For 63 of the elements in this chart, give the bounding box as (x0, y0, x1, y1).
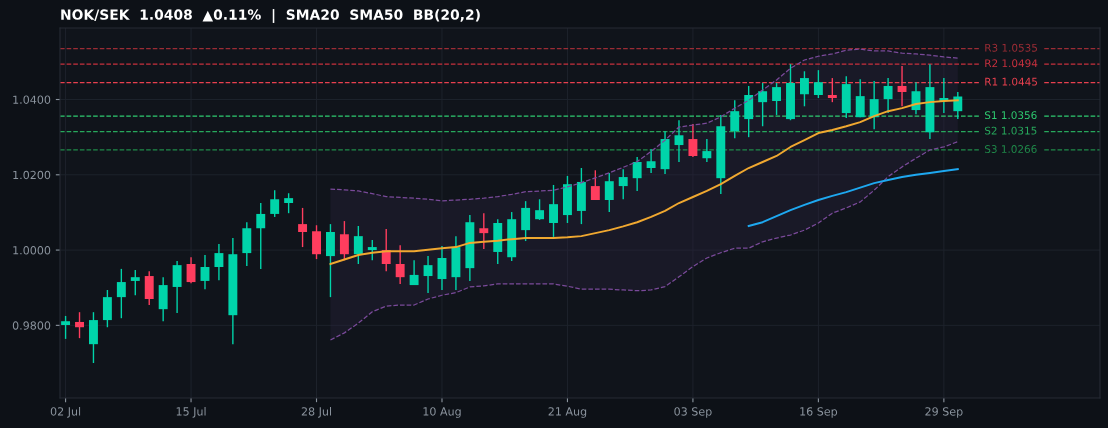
candlestick (674, 119, 684, 163)
candlestick (395, 244, 405, 285)
x-tick-label: 10 Aug (423, 407, 461, 418)
x-tick-label: 29 Sep (925, 407, 963, 418)
ref-line-label: R2 1.0494 (985, 59, 1038, 68)
chart-title: NOK/SEK 1.0408 ▲0.11% | SMA20 SMA50 BB(20,2) (61, 9, 480, 23)
candlestick (284, 192, 294, 214)
candlestick (549, 184, 558, 238)
x-tick-label: 02 Jul (50, 407, 81, 418)
ref-line-label: R3 1.0535 (985, 43, 1037, 52)
candlestick (618, 168, 628, 200)
candlestick (883, 77, 893, 114)
candlestick (116, 268, 126, 319)
y-tick-label: 1.0200 (13, 170, 51, 180)
candlestick (604, 172, 614, 213)
candlestick (102, 289, 112, 328)
candlestick (479, 212, 489, 250)
candlestick (409, 259, 419, 286)
candlestick (423, 255, 433, 294)
candlestick (270, 189, 280, 218)
ref-line-label: S2 1.0315 (984, 126, 1037, 135)
candlestick (130, 269, 140, 296)
y-tick-label: 1.0000 (13, 246, 51, 255)
y-tick-label: 0.9800 (12, 321, 51, 330)
candlestick (214, 243, 224, 281)
line-series (747, 168, 959, 227)
x-tick-label: 21 Aug (548, 407, 587, 418)
candlestick (535, 198, 545, 221)
candlestick (312, 224, 321, 260)
candlestick (758, 82, 768, 127)
candlestick (827, 77, 837, 103)
candlestick (590, 169, 600, 201)
candlestick (813, 69, 823, 99)
candlestick (632, 156, 642, 192)
candlestick (172, 260, 182, 314)
candlestick (75, 311, 84, 339)
candlestick (144, 270, 154, 306)
line-series (329, 48, 959, 202)
candlestick (367, 239, 377, 261)
y-tick-label: 1.0400 (13, 95, 51, 104)
ref-line-label: R1 1.0445 (985, 77, 1037, 86)
candlestick (353, 225, 363, 265)
candlestick (521, 200, 531, 242)
line-series (329, 141, 959, 341)
x-tick-label: 03 Sep (674, 407, 712, 418)
candlestick (855, 78, 865, 118)
x-tick-label: 28 Jul (301, 407, 332, 418)
ref-line-label: S1 1.0356 (984, 111, 1037, 120)
candlestick (298, 207, 308, 248)
candlestick (339, 220, 349, 261)
candlestick (688, 123, 698, 158)
candlestick (730, 99, 740, 139)
candlestick (200, 254, 210, 290)
candlestick (186, 256, 196, 284)
candlestick (772, 82, 782, 116)
candlestick (799, 70, 809, 107)
x-tick-label: 15 Jul (176, 407, 206, 418)
candlestick (646, 148, 656, 174)
candlestick (869, 80, 879, 130)
x-tick-label: 16 Sep (800, 407, 838, 418)
candlestick (256, 202, 266, 270)
ref-line-label: S3 1.0266 (984, 145, 1037, 153)
candlestick (702, 138, 712, 163)
